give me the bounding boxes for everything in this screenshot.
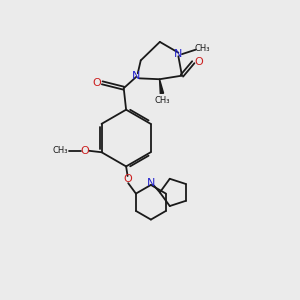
Text: CH₃: CH₃ (53, 146, 68, 155)
Text: O: O (92, 78, 101, 88)
Polygon shape (160, 79, 164, 93)
Text: N: N (174, 49, 183, 59)
Text: O: O (81, 146, 89, 156)
Text: N: N (131, 71, 140, 81)
Text: CH₃: CH₃ (154, 96, 170, 105)
Text: CH₃: CH₃ (194, 44, 210, 53)
Text: O: O (194, 57, 203, 67)
Text: N: N (147, 178, 155, 188)
Text: O: O (124, 174, 133, 184)
